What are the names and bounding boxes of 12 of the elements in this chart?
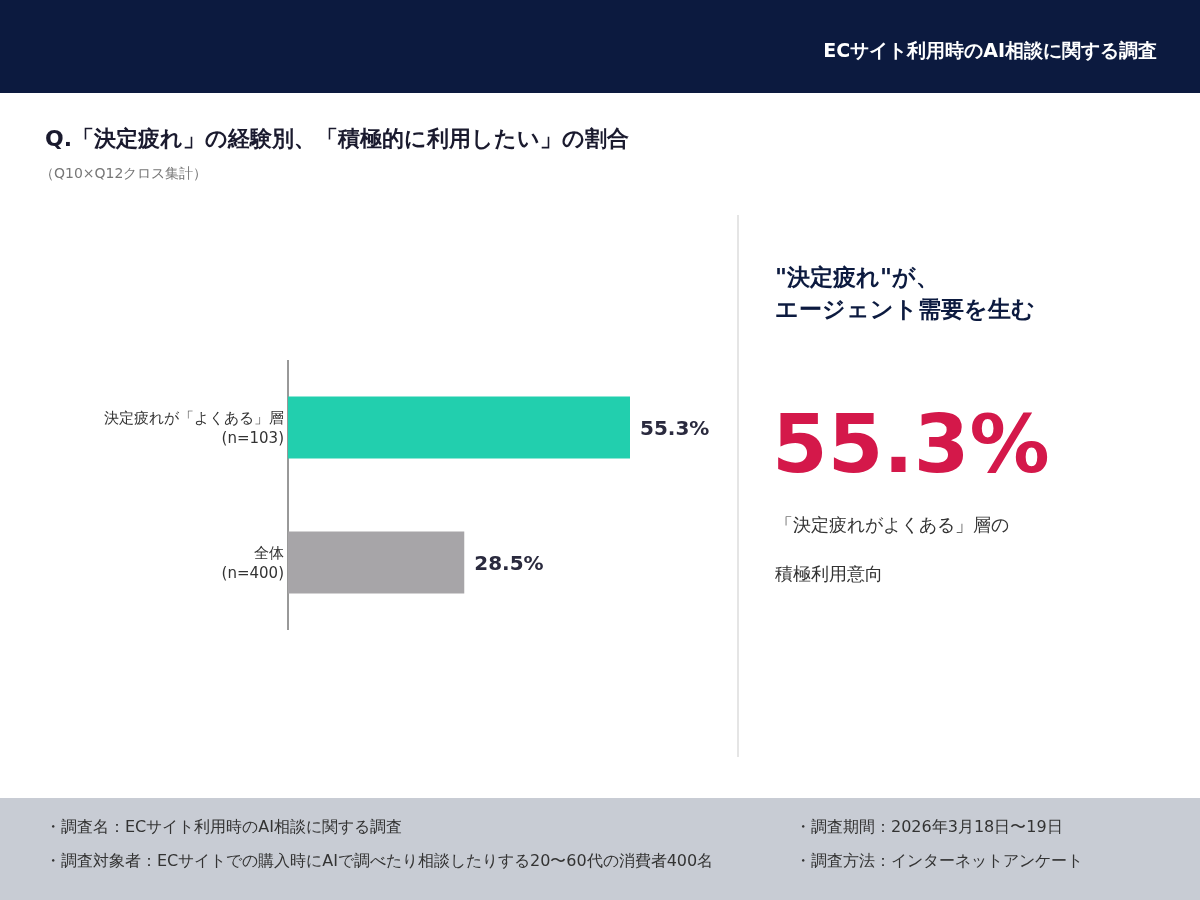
annotation: ECサイト利用時のAI相談に関する調査 [823, 39, 1157, 61]
annotation: "決定疲れ"が、 [775, 264, 939, 290]
title: Q.「決定疲れ」の経験別、「積極的に利用したい」の割合 [45, 126, 630, 151]
annotation: ・調査方法：インターネットアンケート [795, 851, 1083, 870]
annotation: 55.3% [772, 398, 1050, 491]
annotation: ・調査期間：2026年3月18日〜19日 [795, 817, 1063, 836]
annotation: 「決定疲れがよくある」層の [775, 514, 1009, 535]
subtitle: （Q10×Q12クロス集計） [40, 165, 208, 181]
annotation: 積極利用意向 [775, 563, 883, 584]
annotation: エージェント需要を生む [775, 296, 1035, 322]
annotation: ・調査対象者：ECサイトでの購入時にAIで調べたり相談したりする20〜60代の消費者400名 [45, 851, 714, 870]
annotation: ・調査名：ECサイト利用時のAI相談に関する調査 [45, 817, 402, 836]
